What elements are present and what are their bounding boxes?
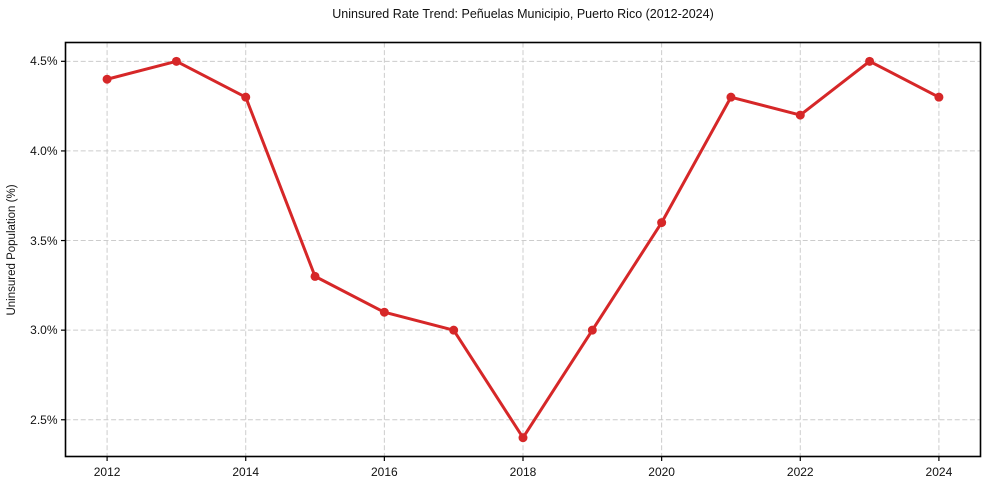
- x-tick-label: 2022: [786, 464, 814, 479]
- x-tick-label: 2020: [648, 464, 675, 479]
- chart-title: Uninsured Rate Trend: Peñuelas Municipio…: [332, 7, 714, 21]
- y-tick-label: 4.0%: [30, 143, 58, 158]
- data-point: [102, 74, 112, 84]
- data-point: [657, 218, 667, 228]
- x-tick-label: 2012: [93, 464, 121, 479]
- data-point: [934, 92, 944, 102]
- data-point: [449, 325, 459, 335]
- data-point: [726, 92, 736, 102]
- data-point: [587, 325, 597, 335]
- data-point: [518, 433, 528, 443]
- x-tick-label: 2016: [371, 464, 398, 479]
- x-tick-label: 2018: [509, 464, 537, 479]
- x-tick-label: 2024: [925, 464, 953, 479]
- data-point: [310, 271, 320, 281]
- x-tick-label: 2014: [232, 464, 260, 479]
- data-point: [865, 56, 875, 66]
- y-tick-label: 2.5%: [30, 412, 58, 427]
- data-point: [241, 92, 251, 102]
- y-tick-label: 4.5%: [30, 54, 58, 69]
- data-point: [171, 56, 181, 66]
- plot-border: [64, 41, 982, 458]
- y-tick-label: 3.0%: [30, 323, 58, 338]
- data-point: [795, 110, 805, 120]
- y-tick-label: 3.5%: [30, 233, 58, 248]
- data-point: [379, 307, 389, 317]
